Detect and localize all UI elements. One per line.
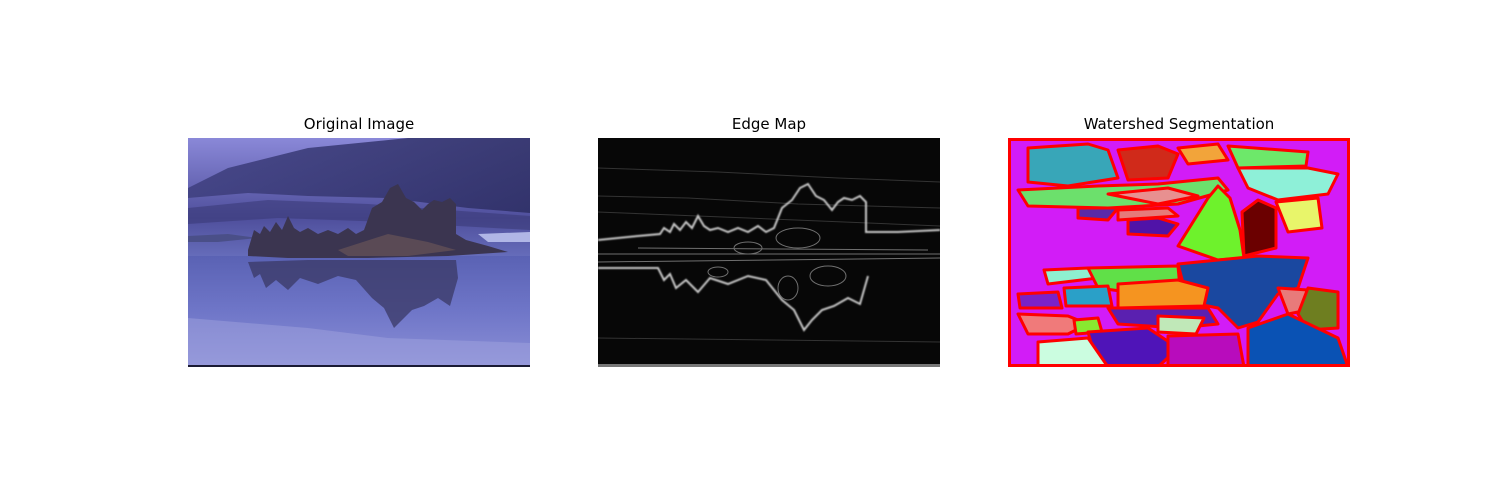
- watershed-segmentation: [1008, 138, 1350, 367]
- original-image-title: Original Image: [303, 115, 415, 133]
- edge-map-image: [598, 138, 940, 367]
- edge-map-title: Edge Map: [731, 115, 807, 133]
- watershed-title: Watershed Segmentation: [1083, 115, 1275, 133]
- original-image: [188, 138, 530, 367]
- edge-map: [598, 138, 940, 367]
- lake-landscape-photo: [188, 138, 530, 367]
- segmentation-image: [1008, 138, 1350, 367]
